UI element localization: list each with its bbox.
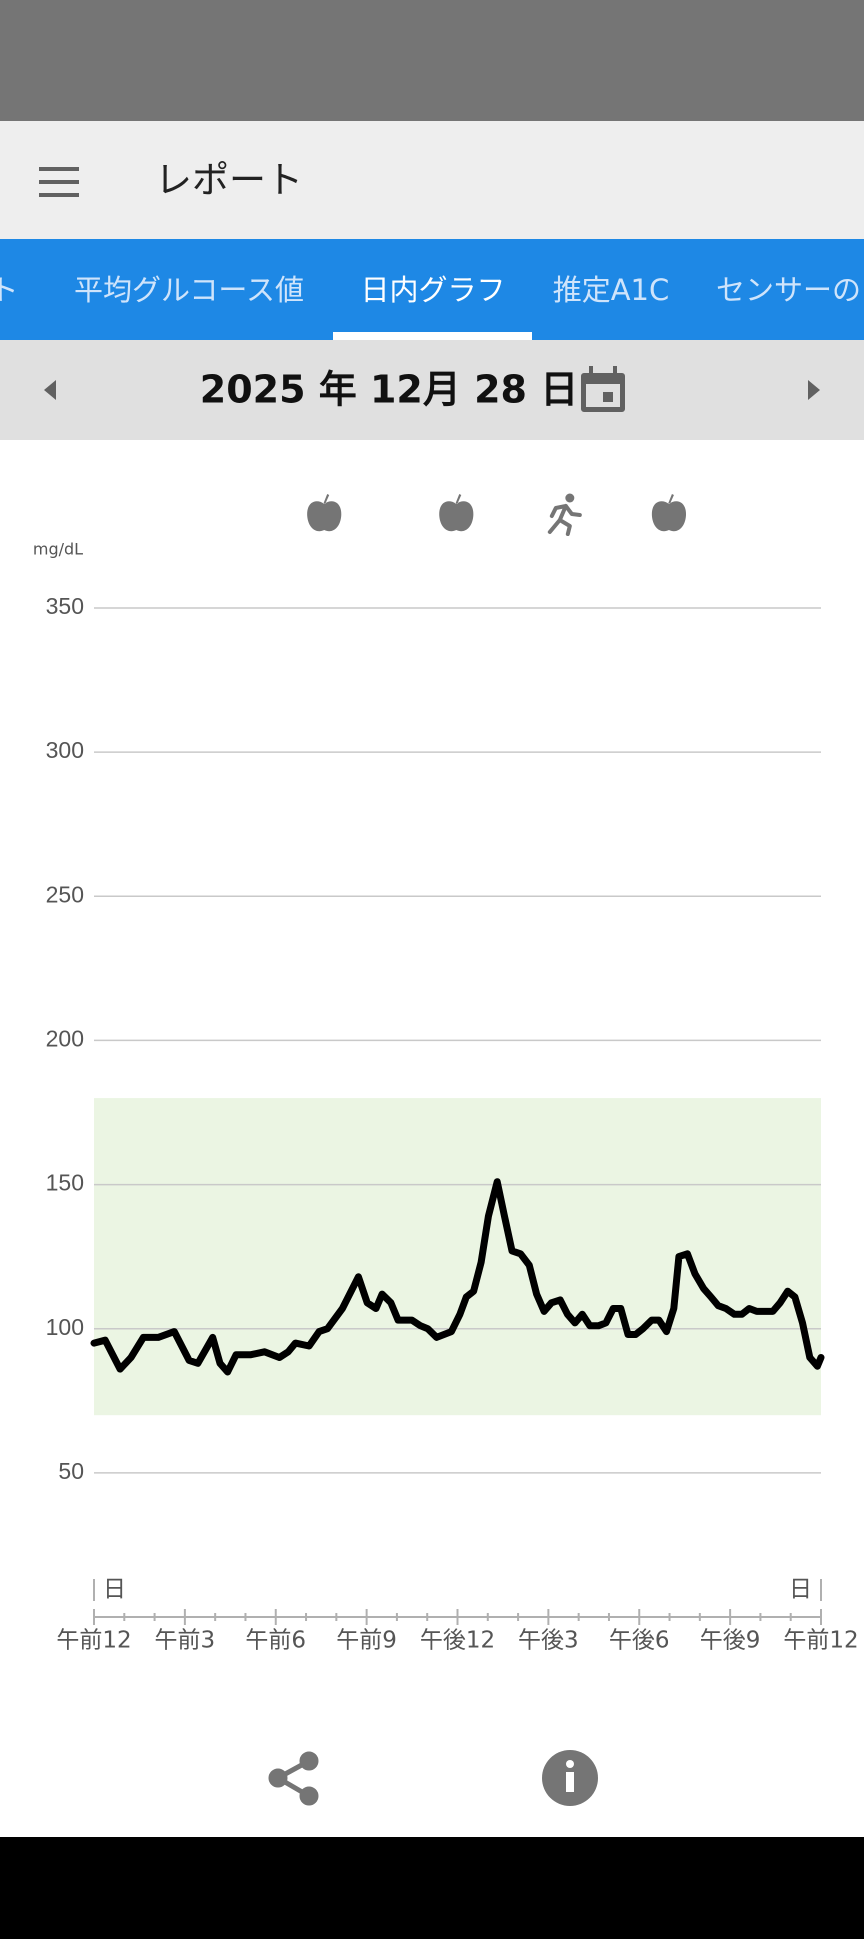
x-tick-label: 午前3 <box>155 1628 216 1654</box>
y-tick-label: 350 <box>46 593 84 619</box>
tab-indicator <box>333 332 532 340</box>
info-button[interactable] <box>542 1750 598 1806</box>
tab[interactable]: 推定A1C <box>553 273 670 307</box>
exercise-event <box>547 504 582 536</box>
day-marker-label: 日 <box>103 1577 126 1603</box>
x-tick-label: 午前6 <box>245 1628 306 1654</box>
x-tick-label: 午前9 <box>336 1628 397 1654</box>
app-bar <box>0 121 864 239</box>
x-tick-label: 午後9 <box>700 1628 761 1654</box>
date-label: 2025 年 12月 28 日 <box>200 368 578 412</box>
y-tick-label: 300 <box>46 737 84 763</box>
x-tick-label: 午後6 <box>609 1628 670 1654</box>
menu-button[interactable] <box>39 167 79 197</box>
x-tick-label: 午前12 <box>56 1628 131 1654</box>
x-tick-label: 午後3 <box>518 1628 579 1654</box>
x-tick-label: 午前12 <box>783 1628 858 1654</box>
y-tick-label: 50 <box>58 1458 84 1484</box>
day-marker-label: 日 <box>789 1577 812 1603</box>
target-range <box>94 1098 821 1416</box>
meal-event <box>439 494 474 532</box>
tab[interactable]: センサーの <box>716 273 861 307</box>
y-tick-label: 250 <box>46 881 84 907</box>
status-bar <box>0 0 864 121</box>
y-unit: mg/dL <box>33 540 83 559</box>
tab[interactable]: ト <box>0 273 19 307</box>
y-tick-label: 200 <box>46 1026 84 1052</box>
calendar-button[interactable] <box>581 366 625 412</box>
share-button[interactable] <box>268 1751 319 1806</box>
chart: 50 100 150 200 250 300 350 午前12 午前3 午前6 午前9 午後12 午後3… <box>46 493 859 1654</box>
tab[interactable]: 平均グルコース値 <box>74 273 304 307</box>
next-day[interactable] <box>808 380 820 400</box>
tabs: ト 平均グルコース値 日内グラフ 推定A1C センサーの <box>0 273 861 307</box>
x-tick-label: 午後12 <box>420 1628 495 1654</box>
meal-event <box>307 494 342 532</box>
prev-day[interactable] <box>44 380 56 400</box>
y-tick-label: 100 <box>46 1314 84 1340</box>
meal-event <box>651 494 687 532</box>
nav-bar <box>0 1837 864 1939</box>
glucose-line <box>90 1178 825 1376</box>
tab-bar <box>0 239 864 340</box>
app-title: レポート <box>155 159 303 202</box>
tab[interactable]: 日内グラフ <box>360 273 505 307</box>
y-tick-label: 150 <box>46 1170 84 1196</box>
date-bar <box>0 340 864 440</box>
exercise-head <box>565 493 575 503</box>
